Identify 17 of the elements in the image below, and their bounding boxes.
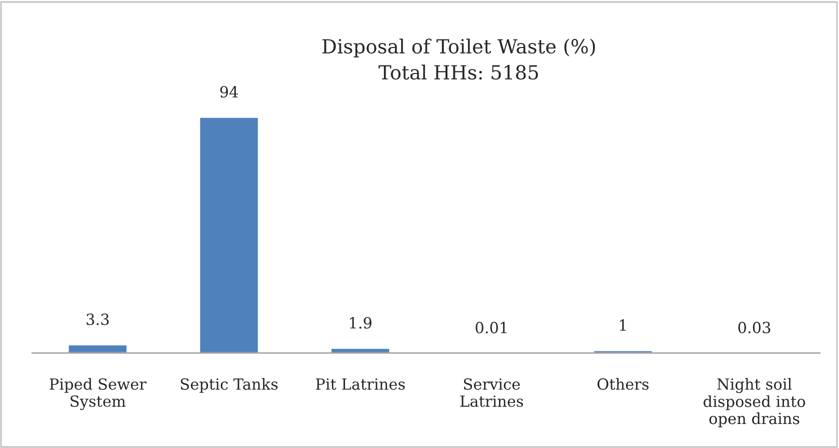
data-label: 0.03 (738, 322, 770, 334)
data-label: 1.9 (350, 317, 372, 329)
data-label: 0.01 (476, 322, 507, 334)
data-label: 3.3 (86, 314, 109, 326)
bar (67, 344, 128, 353)
data-label: 1 (620, 319, 626, 331)
x-tick-label: Service Latrines (460, 378, 524, 407)
chart-subtitle: Total HHs: 5185 (378, 64, 538, 80)
x-tick-label: Piped Sewer System (50, 378, 146, 410)
chart-title: Disposal of Toilet Waste (%) (322, 38, 595, 58)
x-tick-label: Septic Tanks (180, 378, 278, 393)
bar (330, 348, 391, 353)
data-label: 94 (220, 86, 238, 98)
x-tick-label: Others (598, 378, 649, 390)
x-tick-label: Night soil disposed into open drains (704, 378, 806, 428)
x-tick-label: Pit Latrines (316, 378, 405, 390)
bar (198, 116, 260, 353)
